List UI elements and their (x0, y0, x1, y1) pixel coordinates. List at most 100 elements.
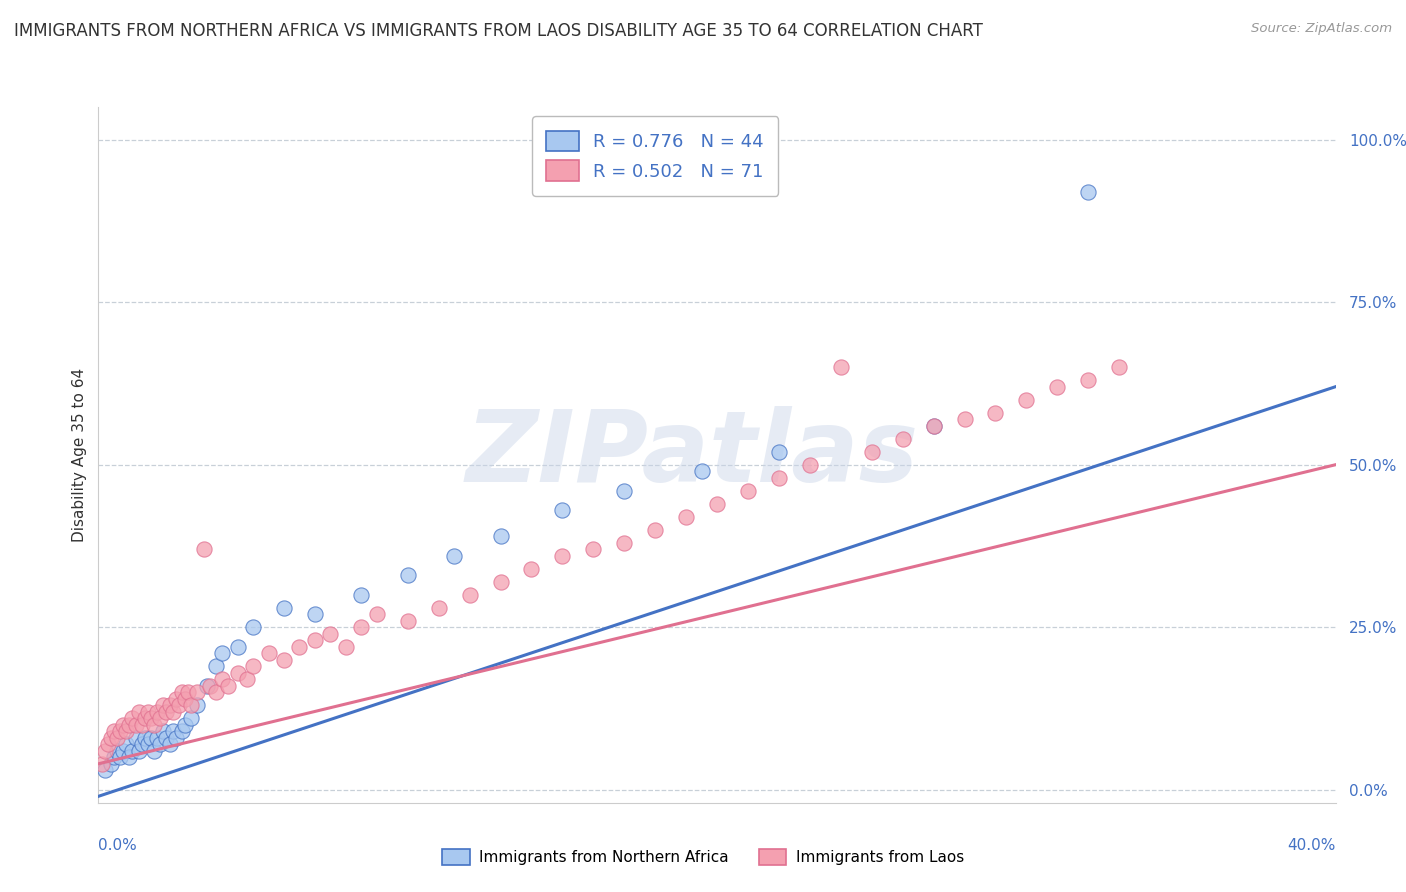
Point (136, 705, 159, 719)
Point (396, 614, 419, 628)
Point (205, 659, 228, 673)
Point (551, 503, 574, 517)
Text: ZIPatlas: ZIPatlas (465, 407, 920, 503)
Point (768, 444, 790, 458)
Point (217, 679, 239, 693)
Point (953, 412, 976, 426)
Point (1015, 392, 1038, 407)
Point (551, 549, 574, 563)
Point (155, 705, 177, 719)
Point (103, 724, 125, 739)
Point (830, 360, 852, 375)
Point (891, 432, 914, 446)
Point (134, 711, 156, 725)
Point (124, 731, 146, 745)
Point (273, 653, 295, 667)
Point (582, 542, 605, 557)
Point (335, 640, 357, 654)
Point (180, 711, 202, 725)
Point (115, 737, 138, 751)
Point (366, 607, 388, 622)
Text: 40.0%: 40.0% (1288, 838, 1336, 854)
Point (121, 744, 143, 758)
Point (128, 744, 150, 758)
Point (165, 691, 187, 706)
Point (304, 607, 326, 622)
Point (613, 483, 636, 498)
Point (152, 724, 174, 739)
Point (226, 665, 249, 680)
Point (198, 679, 221, 693)
Point (105, 744, 128, 758)
Point (922, 418, 945, 433)
Point (118, 718, 141, 732)
Point (489, 574, 512, 589)
Legend: R = 0.776   N = 44, R = 0.502   N = 71: R = 0.776 N = 44, R = 0.502 N = 71 (531, 116, 779, 195)
Point (174, 718, 197, 732)
Point (706, 497, 728, 511)
Point (396, 568, 419, 582)
Point (105, 731, 128, 745)
Point (100, 731, 122, 745)
Point (128, 705, 150, 719)
Point (350, 620, 373, 634)
Point (124, 718, 146, 732)
Point (737, 483, 759, 498)
Point (205, 685, 228, 699)
Point (108, 750, 131, 764)
Point (288, 640, 311, 654)
Point (131, 737, 153, 751)
Point (139, 731, 162, 745)
Text: Source: ZipAtlas.com: Source: ZipAtlas.com (1251, 22, 1392, 36)
Point (304, 633, 326, 648)
Point (118, 750, 141, 764)
Point (195, 679, 218, 693)
Point (350, 588, 373, 602)
Point (152, 698, 174, 713)
Point (860, 444, 883, 458)
Point (93, 764, 115, 778)
Point (143, 744, 166, 758)
Point (112, 718, 135, 732)
Point (131, 718, 153, 732)
Legend: Immigrants from Northern Africa, Immigrants from Laos: Immigrants from Northern Africa, Immigra… (436, 843, 970, 871)
Point (136, 737, 159, 751)
Point (984, 406, 1007, 420)
Point (93, 744, 115, 758)
Point (97, 737, 120, 751)
Point (162, 724, 184, 739)
Point (211, 646, 233, 660)
Point (226, 640, 249, 654)
Point (134, 731, 156, 745)
Point (768, 471, 790, 485)
Point (170, 685, 193, 699)
Point (180, 698, 202, 713)
Point (520, 562, 543, 576)
Point (922, 418, 945, 433)
Point (146, 731, 169, 745)
Point (427, 600, 450, 615)
Point (90, 756, 112, 771)
Point (149, 711, 172, 725)
Point (211, 672, 233, 686)
Point (143, 718, 166, 732)
Point (236, 672, 259, 686)
Point (1077, 373, 1099, 387)
Point (489, 529, 512, 543)
Point (146, 705, 169, 719)
Point (121, 711, 143, 725)
Point (193, 542, 215, 557)
Text: IMMIGRANTS FROM NORTHERN AFRICA VS IMMIGRANTS FROM LAOS DISABILITY AGE 35 TO 64 : IMMIGRANTS FROM NORTHERN AFRICA VS IMMIG… (14, 22, 983, 40)
Point (799, 458, 821, 472)
Point (170, 724, 193, 739)
Point (167, 698, 190, 713)
Point (115, 724, 138, 739)
Point (1046, 379, 1069, 393)
Point (675, 509, 697, 524)
Point (690, 464, 713, 478)
Point (103, 750, 125, 764)
Point (242, 659, 264, 673)
Point (139, 711, 162, 725)
Point (644, 523, 666, 537)
Point (162, 705, 184, 719)
